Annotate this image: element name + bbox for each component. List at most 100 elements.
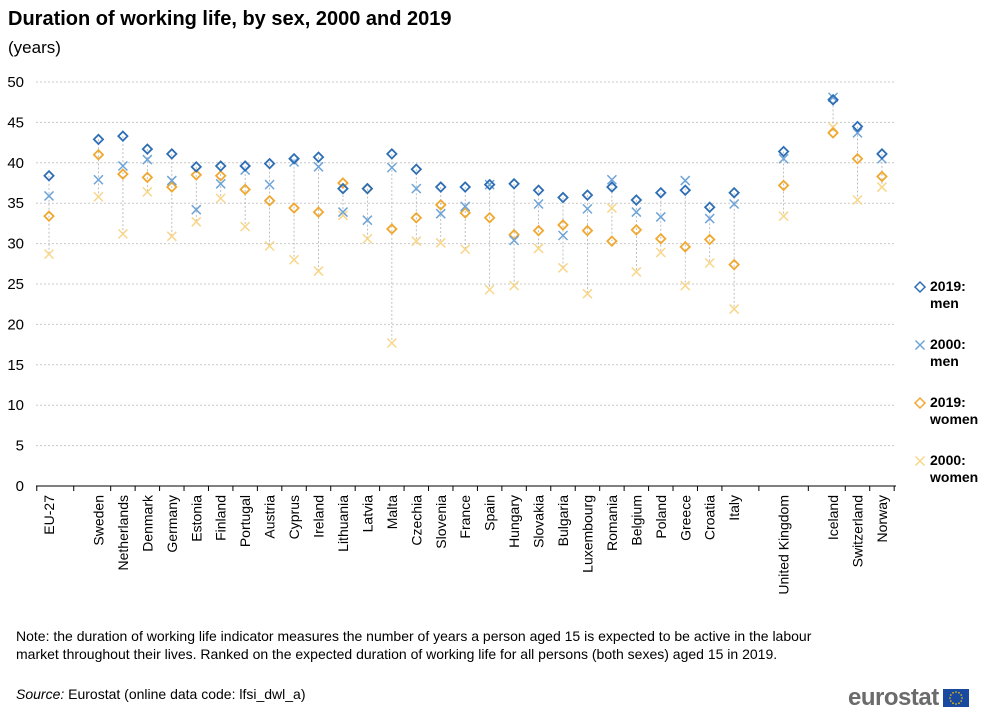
x-tick-label: Greece bbox=[677, 495, 693, 541]
x-tick-label: Slovakia bbox=[531, 495, 547, 548]
data-point-cross bbox=[435, 208, 446, 219]
data-point-diamond bbox=[92, 133, 105, 146]
logo-text: eurostat bbox=[848, 684, 939, 711]
data-point-cross bbox=[557, 230, 569, 241]
eurostat-logo: eurostat bbox=[848, 684, 969, 712]
data-point-cross bbox=[362, 215, 373, 226]
data-point-cross bbox=[117, 228, 128, 239]
data-point-diamond bbox=[630, 223, 643, 236]
data-point-cross bbox=[606, 203, 617, 214]
y-tick-label: 50 bbox=[7, 74, 24, 91]
data-point-cross bbox=[289, 156, 300, 168]
data-point-diamond bbox=[459, 181, 472, 193]
data-point-diamond bbox=[337, 182, 349, 195]
data-point-cross bbox=[93, 191, 104, 202]
data-point-diamond bbox=[141, 143, 154, 155]
flag-star bbox=[957, 692, 960, 694]
data-point-diamond bbox=[263, 157, 276, 170]
data-point-cross bbox=[460, 244, 471, 255]
data-point-cross bbox=[582, 203, 593, 214]
diamond-marker-icon bbox=[913, 396, 927, 410]
data-point-diamond bbox=[728, 258, 741, 271]
legend: 2019: men 2000: men 2019: women 2000: wo… bbox=[912, 278, 998, 510]
y-tick-label: 5 bbox=[16, 438, 24, 455]
data-point-cross bbox=[704, 257, 715, 269]
x-tick-label: Belgium bbox=[628, 495, 644, 546]
x-tick-label: Lithuania bbox=[335, 495, 351, 552]
data-point-cross bbox=[778, 211, 789, 222]
data-point-diamond bbox=[654, 232, 667, 245]
chart-source: Source: Eurostat (online data code: lfsi… bbox=[16, 686, 306, 702]
x-tick-label: Luxembourg bbox=[579, 495, 595, 573]
x-tick-label: Estonia bbox=[188, 495, 204, 542]
x-tick-label: Slovenia bbox=[433, 495, 449, 549]
data-point-cross bbox=[582, 288, 593, 299]
flag-star bbox=[949, 700, 952, 702]
data-point-cross bbox=[852, 194, 863, 205]
flag-star bbox=[960, 700, 962, 702]
data-point-diamond bbox=[288, 202, 300, 214]
data-point-diamond bbox=[214, 169, 227, 182]
data-point-diamond bbox=[117, 168, 129, 180]
data-point-diamond bbox=[827, 127, 839, 139]
data-point-diamond bbox=[165, 148, 178, 160]
data-point-cross bbox=[729, 304, 740, 315]
data-point-cross bbox=[876, 182, 887, 193]
chart-subtitle: (years) bbox=[8, 38, 61, 57]
data-point-cross bbox=[191, 216, 202, 227]
data-point-diamond bbox=[630, 194, 643, 206]
x-tick-label: Czechia bbox=[408, 495, 424, 546]
flag-star bbox=[948, 697, 951, 699]
data-point-diamond bbox=[385, 148, 398, 160]
flag-star bbox=[951, 702, 954, 704]
data-point-diamond bbox=[679, 240, 692, 253]
data-point-diamond bbox=[532, 224, 545, 237]
data-point-cross bbox=[215, 193, 226, 204]
data-point-cross bbox=[117, 161, 128, 172]
flag-star bbox=[960, 694, 962, 696]
legend-item-2019-women: 2019: women bbox=[912, 394, 998, 452]
data-point-diamond bbox=[703, 233, 716, 246]
data-point-diamond bbox=[190, 160, 203, 173]
x-tick-label: France bbox=[457, 495, 473, 539]
data-point-diamond bbox=[43, 210, 55, 223]
x-tick-label: Croatia bbox=[702, 495, 718, 540]
data-point-cross bbox=[337, 210, 348, 221]
data-point-diamond bbox=[361, 182, 374, 195]
data-point-cross bbox=[729, 198, 740, 210]
data-point-cross bbox=[411, 183, 422, 194]
data-point-cross bbox=[533, 198, 544, 210]
data-point-diamond bbox=[410, 211, 423, 224]
eu-flag-icon bbox=[942, 689, 969, 707]
data-point-cross bbox=[509, 235, 520, 246]
diamond-marker-icon bbox=[913, 280, 927, 294]
data-point-diamond bbox=[654, 186, 667, 199]
data-point-diamond bbox=[165, 181, 178, 193]
data-point-diamond bbox=[851, 152, 864, 165]
data-point-diamond bbox=[190, 169, 203, 181]
y-tick-label: 30 bbox=[7, 236, 24, 253]
data-point-cross bbox=[386, 337, 397, 349]
x-tick-label: Norway bbox=[874, 495, 890, 542]
data-point-diamond bbox=[117, 130, 129, 143]
y-tick-label: 45 bbox=[7, 114, 24, 131]
legend-item-2019-men: 2019: men bbox=[912, 278, 998, 336]
data-point-diamond bbox=[43, 169, 55, 182]
data-point-cross bbox=[215, 178, 226, 189]
data-point-cross bbox=[289, 254, 300, 265]
x-tick-label: Iceland bbox=[825, 495, 841, 540]
data-point-diamond bbox=[385, 223, 398, 235]
data-point-diamond bbox=[239, 160, 252, 172]
x-tick-label: Hungary bbox=[506, 495, 522, 548]
data-point-cross bbox=[43, 249, 55, 260]
x-tick-label: Denmark bbox=[139, 494, 155, 552]
x-tick-label: EU-27 bbox=[41, 495, 57, 535]
x-tick-label: Portugal bbox=[237, 495, 253, 547]
data-point-cross bbox=[142, 154, 153, 165]
data-point-diamond bbox=[483, 178, 496, 191]
data-point-cross bbox=[509, 280, 520, 291]
data-point-diamond bbox=[508, 177, 520, 190]
data-point-cross bbox=[557, 262, 569, 273]
data-point-diamond bbox=[581, 224, 594, 237]
legend-label: 2000: men bbox=[930, 336, 966, 369]
